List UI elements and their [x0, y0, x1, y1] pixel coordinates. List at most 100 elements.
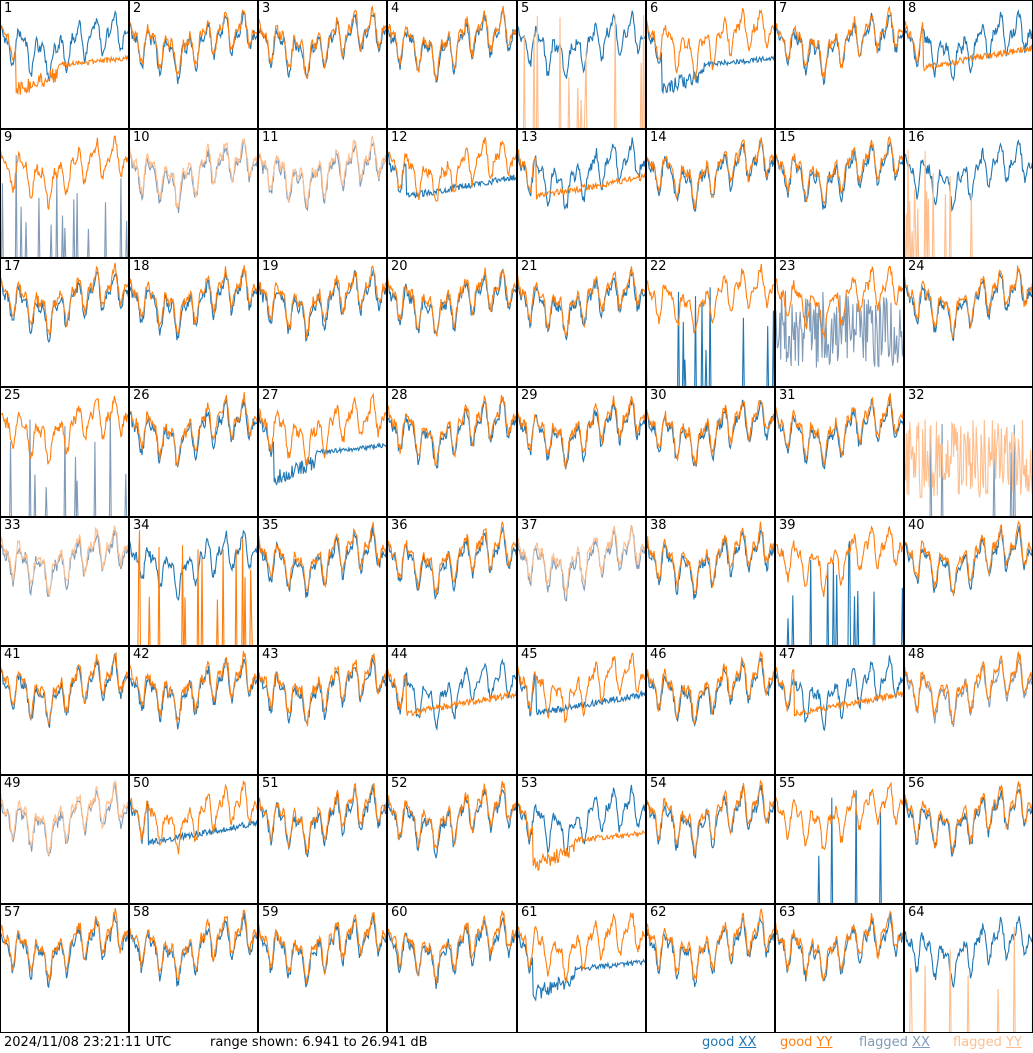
series-xx-14: [646, 138, 775, 212]
panel-label: 46: [650, 647, 667, 662]
series-xx-21: [517, 269, 646, 341]
panel-plot-25: [0, 387, 129, 517]
panel-label: 44: [391, 647, 408, 662]
series-yy-43: [258, 653, 387, 727]
series-yy-55: [775, 781, 904, 851]
panel-plot-11: [258, 129, 387, 258]
series-xx-51: [258, 784, 387, 858]
panel-36: 36: [387, 517, 517, 646]
panel-label: 61: [521, 905, 538, 920]
panel-border: [258, 387, 387, 517]
panel-border: [0, 904, 129, 1033]
panel-plot-53: [517, 775, 646, 904]
series-yy-52: [387, 780, 517, 851]
panel-59: 59: [258, 904, 387, 1033]
panel-label: 35: [262, 518, 279, 533]
panel-plot-56: [904, 775, 1033, 904]
series-xx-41: [0, 652, 129, 728]
series-yy-44: [387, 667, 517, 717]
panel-31: 31: [775, 387, 904, 517]
panel-plot-38: [646, 517, 775, 646]
panel-plot-61: [517, 904, 646, 1033]
series-yy-64: [904, 926, 1033, 1033]
series-yy-54: [646, 779, 775, 855]
panel-label: 64: [908, 905, 925, 920]
panel-label: 17: [4, 259, 21, 274]
series-yy-42: [129, 651, 258, 723]
panel-28: 28: [387, 387, 517, 517]
series-yy-16: [904, 149, 1033, 258]
panel-border: [775, 775, 904, 904]
panel-62: 62: [646, 904, 775, 1033]
panel-label: 16: [908, 130, 925, 145]
panel-34: 34: [129, 517, 258, 646]
panel-border: [0, 129, 129, 258]
panel-9: 9: [0, 129, 129, 258]
panel-plot-17: [0, 258, 129, 387]
panel-border: [904, 646, 1033, 775]
panel-border: [129, 517, 258, 646]
panel-plot-44: [387, 646, 517, 775]
panel-42: 42: [129, 646, 258, 775]
panel-border: [646, 0, 775, 129]
series-xx-49: [0, 782, 129, 857]
series-yy-34: [129, 530, 258, 646]
series-yy-37: [517, 525, 646, 595]
series-xx-19: [258, 269, 387, 343]
panel-label: 28: [391, 388, 408, 403]
series-yy-3: [258, 5, 387, 80]
panel-49: 49: [0, 775, 129, 904]
panel-8: 8: [904, 0, 1033, 129]
series-xx-52: [387, 788, 517, 859]
series-yy-63: [775, 909, 904, 982]
panel-plot-15: [775, 129, 904, 258]
series-xx-36: [387, 526, 517, 601]
series-xx-53: [517, 784, 646, 856]
series-yy-28: [387, 394, 517, 467]
panel-plot-26: [129, 387, 258, 517]
panel-label: 33: [4, 518, 21, 533]
panel-label: 11: [262, 130, 279, 145]
panel-61: 61: [517, 904, 646, 1033]
series-xx-30: [646, 399, 775, 467]
panel-border: [258, 517, 387, 646]
panel-35: 35: [258, 517, 387, 646]
panel-plot-41: [0, 646, 129, 775]
series-xx-56: [904, 788, 1033, 857]
panel-plot-5: [517, 0, 646, 129]
series-xx-31: [775, 395, 904, 470]
panel-label: 55: [779, 776, 796, 791]
panel-label: 15: [779, 130, 796, 145]
panel-plot-33: [0, 517, 129, 646]
series-xx-20: [387, 268, 517, 335]
panel-border: [129, 775, 258, 904]
series-yy-56: [904, 781, 1033, 853]
panel-plot-23: [775, 258, 904, 387]
series-xx-44: [387, 658, 517, 731]
panel-label: 62: [650, 905, 667, 920]
series-xx-43: [258, 654, 387, 725]
panel-border: [646, 258, 775, 387]
panel-33: 33: [0, 517, 129, 646]
series-xx-39: [775, 540, 904, 646]
panel-label: 36: [391, 518, 408, 533]
panel-38: 38: [646, 517, 775, 646]
panel-label: 48: [908, 647, 925, 662]
series-yy-24: [904, 265, 1033, 339]
series-yy-31: [775, 393, 904, 466]
panel-border: [775, 129, 904, 258]
panel-plot-63: [775, 904, 904, 1033]
panel-label: 50: [133, 776, 150, 791]
panel-13: 13: [517, 129, 646, 258]
series-yy-40: [904, 520, 1033, 597]
panel-plot-49: [0, 775, 129, 904]
panel-label: 2: [133, 1, 142, 16]
panel-44: 44: [387, 646, 517, 775]
legend-flagged-xx: flagged XX: [859, 1035, 930, 1050]
panel-22: 22: [646, 258, 775, 387]
series-xx-28: [387, 397, 517, 470]
panel-label: 58: [133, 905, 150, 920]
panel-label: 41: [4, 647, 21, 662]
panel-border: [646, 775, 775, 904]
panel-label: 49: [4, 776, 21, 791]
